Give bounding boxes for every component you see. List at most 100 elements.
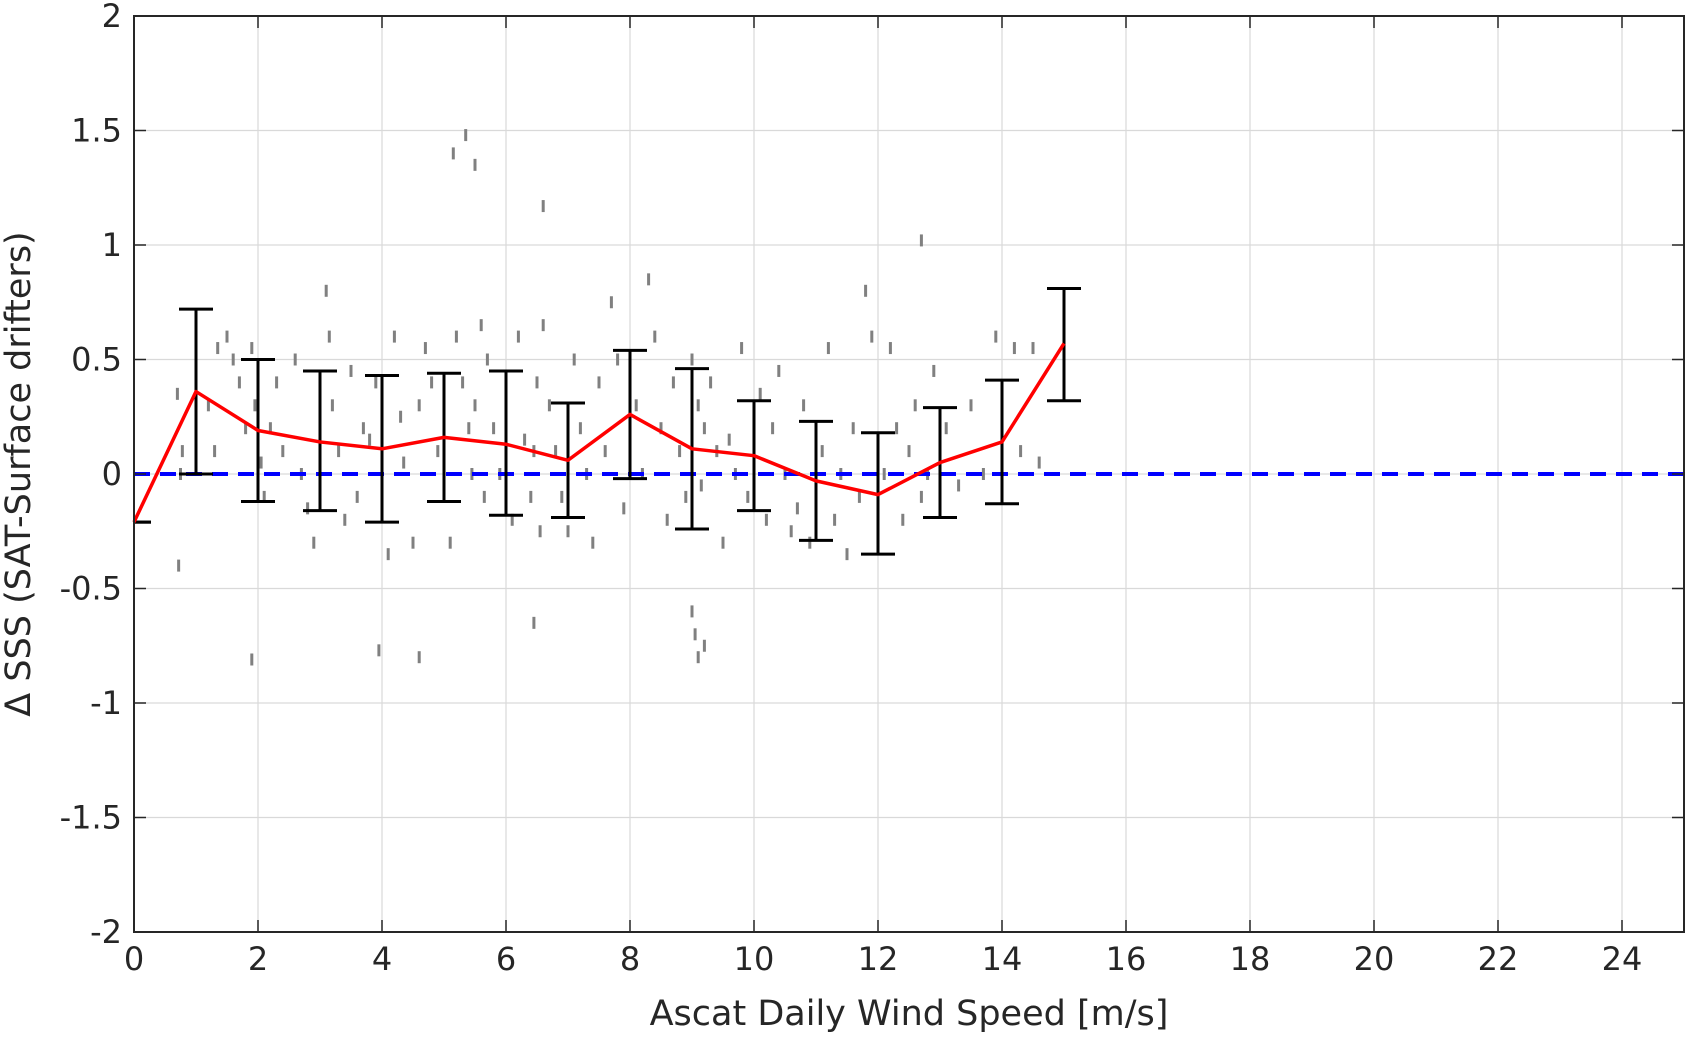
scatter-point: [423, 342, 427, 355]
scatter-point: [392, 330, 396, 343]
x-tick-label: 24: [1602, 940, 1643, 978]
y-tick-label: -1.5: [60, 799, 122, 837]
scatter-point: [259, 456, 263, 469]
scatter-point: [377, 644, 381, 657]
scatter-point: [833, 513, 837, 526]
y-tick-label: -0.5: [60, 570, 122, 608]
scatter-point: [448, 536, 452, 549]
scatter-point: [436, 445, 440, 458]
scatter-point: [349, 364, 353, 377]
x-tick-label: 2: [248, 940, 268, 978]
scatter-point: [678, 445, 682, 458]
x-tick-label: 0: [124, 940, 144, 978]
scatter-point: [516, 330, 520, 343]
grid: [134, 16, 1684, 932]
scatter-point: [901, 513, 905, 526]
scatter-point: [529, 490, 533, 503]
x-tick-label: 22: [1478, 940, 1519, 978]
scatter-point: [1037, 456, 1041, 469]
scatter-point: [653, 330, 657, 343]
scatter-point: [293, 353, 297, 366]
scatter-point: [312, 536, 316, 549]
scatter-point: [1012, 342, 1016, 355]
x-tick-label: 18: [1230, 940, 1271, 978]
scatter-point: [180, 445, 184, 458]
scatter-point: [417, 651, 421, 664]
scatter-point: [777, 364, 781, 377]
scatter-point: [696, 651, 700, 664]
scatter-point: [845, 548, 849, 561]
x-axis-label: Ascat Daily Wind Speed [m/s]: [650, 994, 1169, 1034]
scatter-point: [399, 410, 403, 423]
scatter-point: [616, 353, 620, 366]
x-tick-label: 8: [620, 940, 640, 978]
scatter-point: [771, 422, 775, 435]
scatter-point: [622, 502, 626, 515]
scatter-point: [268, 422, 272, 435]
scatter-point: [327, 330, 331, 343]
scatter-point: [665, 513, 669, 526]
scatter-point: [1019, 445, 1023, 458]
scatter-point: [671, 376, 675, 389]
scatter-point: [826, 342, 830, 355]
scatter-point: [343, 513, 347, 526]
scatter-point: [702, 639, 706, 652]
scatter-point: [175, 387, 179, 400]
scatter-point: [764, 513, 768, 526]
scatter-point: [758, 387, 762, 400]
scatter-point: [541, 200, 545, 213]
scatter-point: [932, 364, 936, 377]
scatter-point: [746, 490, 750, 503]
scatter-point: [721, 536, 725, 549]
scatter-point: [510, 513, 514, 526]
y-tick-label: 0: [102, 455, 122, 493]
scatter-point: [355, 490, 359, 503]
scatter-point: [386, 548, 390, 561]
scatter-point: [554, 445, 558, 458]
scatter-point: [237, 376, 241, 389]
scatter-point: [913, 399, 917, 412]
scatter-point: [684, 490, 688, 503]
scatter-point: [275, 376, 279, 389]
scatter-point: [603, 445, 607, 458]
scatter-point: [482, 490, 486, 503]
scatter-point: [709, 376, 713, 389]
scatter-point: [532, 616, 536, 629]
scatter-point: [253, 399, 257, 412]
scatter-point: [994, 330, 998, 343]
scatter-point: [473, 399, 477, 412]
scatter-point: [535, 376, 539, 389]
scatter-point: [492, 422, 496, 435]
scatter-point: [572, 353, 576, 366]
scatter-point: [177, 559, 181, 572]
scatter-point: [957, 479, 961, 492]
scatter-point: [789, 525, 793, 538]
scatter-point: [696, 399, 700, 412]
scatter-point: [330, 399, 334, 412]
scatter-point: [566, 525, 570, 538]
scatter-point: [485, 353, 489, 366]
x-tick-label: 16: [1106, 940, 1147, 978]
scatter-point: [374, 376, 378, 389]
scatter-point: [467, 422, 471, 435]
scatter-point: [411, 536, 415, 549]
scatter-point: [523, 433, 527, 446]
scatter-point: [591, 536, 595, 549]
scatter-point: [417, 399, 421, 412]
scatter-point: [907, 445, 911, 458]
scatter-point: [808, 536, 812, 549]
mean-line: [132, 342, 1066, 523]
scatter-point: [368, 433, 372, 446]
x-tick-label: 12: [858, 940, 899, 978]
scatter-point: [461, 376, 465, 389]
scatter-point: [919, 490, 923, 503]
scatter-point: [699, 479, 703, 492]
x-tick-label: 20: [1354, 940, 1395, 978]
scatter-point: [647, 273, 651, 286]
x-tick-label: 6: [496, 940, 516, 978]
scatter-point: [250, 342, 254, 355]
scatter-point: [262, 490, 266, 503]
scatter-point: [216, 342, 220, 355]
scatter-point: [870, 330, 874, 343]
